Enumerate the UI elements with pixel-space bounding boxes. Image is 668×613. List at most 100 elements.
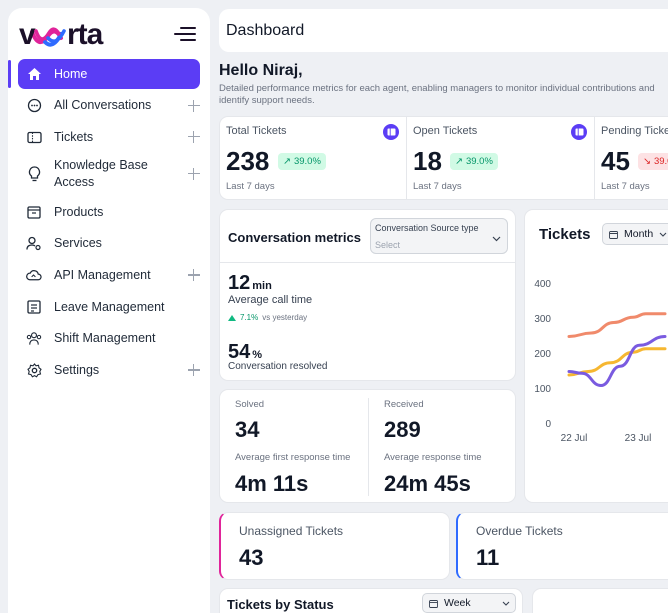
status-period-value: Week — [444, 597, 471, 609]
sidebar: voarta v rta Home All Conversations — [8, 8, 210, 613]
metric-unit: % — [252, 349, 263, 361]
select-placeholder: Select — [375, 240, 401, 250]
resolved-label: Conversation resolved — [228, 361, 328, 372]
ticket-stat-icon — [383, 124, 399, 140]
trend-badge: ↗ 39.0% — [278, 153, 326, 170]
page-subtitle: Detailed performance metrics for each ag… — [219, 83, 655, 106]
svg-text:rta: rta — [67, 20, 104, 48]
unassigned-label: Unassigned Tickets — [239, 524, 344, 538]
home-icon — [26, 66, 42, 82]
stat-period: Last 7 days — [413, 181, 462, 192]
stat-period: Last 7 days — [601, 181, 650, 192]
trend-up-icon: ↗ — [283, 156, 291, 167]
received-value: 289 — [384, 417, 421, 442]
solved-value: 34 — [235, 417, 260, 442]
tickets-by-status-card: Tickets by Status Week — [219, 588, 523, 613]
sidebar-item-knowledge-base[interactable]: Knowledge Base Access — [18, 154, 200, 194]
stat-value: 45 — [601, 146, 630, 176]
solved-label: Solved — [235, 399, 265, 410]
box-icon — [26, 204, 42, 220]
stat-card-open-tickets[interactable]: Open Tickets 18 ↗ 39.0% Last 7 days — [406, 116, 595, 200]
first-response-value: 4m 11s — [235, 471, 309, 496]
api-cloud-icon — [26, 267, 42, 283]
chevron-down-icon — [492, 236, 501, 242]
x-tick-label: 22 Jul — [561, 433, 588, 444]
sidebar-item-leave-management[interactable]: Leave Management — [18, 292, 200, 322]
svg-text:v: v — [19, 20, 36, 48]
divider — [368, 398, 369, 496]
calendar-icon — [429, 599, 438, 608]
triangle-up-icon — [228, 314, 236, 321]
menu-toggle-icon[interactable] — [174, 24, 196, 44]
ticket-stat-icon — [571, 124, 587, 140]
sidebar-item-all-conversations[interactable]: All Conversations — [18, 91, 200, 121]
stat-value: 18 — [413, 146, 442, 176]
expand-plus-icon[interactable] — [188, 167, 200, 180]
chat-bubble-icon — [26, 98, 42, 114]
stat-title: Open Tickets — [413, 125, 478, 137]
lightbulb-icon — [26, 166, 42, 182]
y-tick-label: 400 — [534, 279, 551, 290]
sidebar-item-label: Services — [54, 236, 102, 251]
sidebar-item-products[interactable]: Products — [18, 197, 200, 227]
top-header: Dashboard — [219, 9, 668, 52]
expand-plus-icon[interactable] — [188, 364, 200, 377]
trend-value: 39.0% — [465, 156, 493, 167]
user-gear-icon — [26, 236, 42, 252]
first-response-label: Average first response time — [235, 452, 351, 463]
stat-value: 238 — [226, 146, 270, 176]
stat-title: Total Tickets — [226, 125, 287, 137]
sidebar-item-label: Knowledge Base Access — [54, 157, 148, 189]
page-title: Dashboard — [226, 22, 305, 39]
series-line-0 — [567, 312, 667, 338]
trend-badge: ↗ 39.0% — [450, 153, 498, 170]
kpi-card: Solved 34 Received 289 Average first res… — [219, 389, 516, 503]
sidebar-item-label: All Conversations — [54, 98, 152, 113]
status-period-select[interactable]: Week — [422, 593, 516, 613]
y-tick-label: 300 — [534, 314, 551, 325]
active-indicator — [8, 60, 11, 88]
stat-card-pending-tickets[interactable]: Pending Tickets 45 ↘39.0% Last 7 days — [594, 116, 668, 200]
unassigned-tickets-card[interactable]: Unassigned Tickets 43 — [219, 512, 450, 580]
expand-plus-icon[interactable] — [188, 131, 200, 144]
voarta-logo[interactable]: voarta v rta — [19, 20, 105, 48]
secondary-bottom-card — [532, 588, 668, 613]
conversation-metrics-card: Conversation metrics Conversation Source… — [219, 209, 516, 381]
series-line-2 — [567, 335, 667, 388]
sidebar-item-label: Leave Management — [54, 299, 165, 314]
unassigned-value: 43 — [239, 545, 264, 570]
expand-plus-icon[interactable] — [188, 269, 200, 282]
stat-title: Pending Tickets — [601, 125, 668, 137]
trend-value: 39.0% — [653, 156, 668, 167]
stat-card-total-tickets[interactable]: Total Tickets 238 ↗ 39.0% Last 7 days — [219, 116, 407, 200]
sidebar-item-tickets[interactable]: Tickets — [18, 122, 200, 152]
expand-plus-icon[interactable] — [188, 99, 200, 112]
series-line-1 — [567, 347, 667, 377]
chart-period-select[interactable]: Month — [602, 223, 668, 245]
sidebar-item-home[interactable]: Home — [18, 59, 200, 89]
users-shift-icon — [26, 331, 42, 347]
calendar-leave-icon — [26, 299, 42, 315]
chevron-down-icon — [659, 232, 667, 237]
avg-call-time-label: Average call time — [228, 294, 313, 306]
ticket-icon — [26, 129, 42, 145]
received-label: Received — [384, 399, 424, 410]
gear-icon — [26, 362, 42, 378]
trend-value: 39.0% — [293, 156, 321, 167]
conversation-source-select[interactable]: Conversation Source type Select — [370, 218, 508, 254]
trend-down-icon: ↘ — [643, 156, 651, 167]
sidebar-item-shift-management[interactable]: Shift Management — [18, 324, 200, 354]
calendar-icon — [609, 230, 618, 239]
stat-period: Last 7 days — [226, 181, 275, 192]
sidebar-item-settings[interactable]: Settings — [18, 355, 200, 385]
trend-value: 7.1% — [240, 313, 259, 322]
overdue-tickets-card[interactable]: Overdue Tickets 11 — [456, 512, 668, 580]
trend-up-icon: ↗ — [455, 156, 463, 167]
sidebar-item-label: Home — [54, 66, 88, 81]
sidebar-item-label: Tickets — [54, 129, 94, 144]
sidebar-item-services[interactable]: Services — [18, 229, 200, 259]
tickets-by-status-title: Tickets by Status — [227, 597, 334, 612]
sidebar-item-api-management[interactable]: API Management — [18, 260, 200, 290]
trend-compare: vs yesterday — [262, 313, 308, 322]
